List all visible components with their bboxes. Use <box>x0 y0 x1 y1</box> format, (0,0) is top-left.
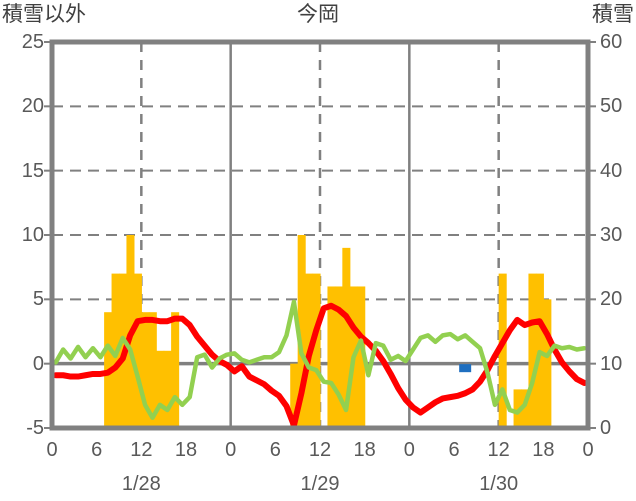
x-axis-tick-label: 6 <box>269 439 281 461</box>
bar <box>148 312 157 428</box>
bar <box>342 247 351 428</box>
x-axis-tick-label: 18 <box>532 439 555 461</box>
y-axis-tick-label-left: 5 <box>32 288 44 311</box>
y-axis-tick-label-right: 60 <box>600 31 623 53</box>
x-axis-day-label: 1/29 <box>300 473 340 495</box>
bar <box>357 286 366 428</box>
y-axis-tick-label-left: -5 <box>26 417 44 439</box>
right-axis-title: 積雪 <box>592 3 634 26</box>
bar <box>156 350 165 428</box>
y-axis-tick-label-right: 0 <box>600 417 612 439</box>
bar <box>133 273 142 428</box>
y-axis-tick-label-left: 25 <box>21 31 44 53</box>
y-axis-tick-label-left: 20 <box>21 95 44 118</box>
x-axis-tick-label: 6 <box>91 439 103 461</box>
bar <box>334 286 343 428</box>
y-axis-tick-label-right: 30 <box>600 224 623 246</box>
x-axis-tick-label: 6 <box>448 439 460 461</box>
bar <box>141 312 150 428</box>
y-axis-tick-label-left: 0 <box>32 352 44 375</box>
x-axis-tick-label: 0 <box>403 439 415 461</box>
left-axis-title: 積雪以外 <box>2 3 86 26</box>
y-axis-tick-label-right: 40 <box>600 159 623 182</box>
x-axis-tick-label: 12 <box>487 439 510 461</box>
bar <box>498 273 507 428</box>
x-axis-tick-label: 18 <box>174 439 198 461</box>
bar <box>513 389 522 428</box>
x-axis-tick-label: 12 <box>308 439 332 461</box>
y-axis-tick-label-right: 10 <box>600 352 623 375</box>
axis-tick-marks <box>44 41 596 429</box>
x-axis-tick-label: 12 <box>130 439 153 461</box>
bar <box>297 235 306 428</box>
x-axis-tick-label: 0 <box>46 439 58 461</box>
bar <box>163 350 172 428</box>
y-axis-tick-label-right: 50 <box>600 95 623 118</box>
bar <box>290 363 299 428</box>
scatter-marker <box>459 364 472 373</box>
bar <box>543 299 552 428</box>
y-axis-tick-label-right: 20 <box>600 288 623 311</box>
y-axis-tick-label-left: 10 <box>21 224 44 246</box>
x-axis-tick-label: 18 <box>353 439 376 461</box>
line-series-wind <box>53 299 587 420</box>
x-axis-day-label: 1/28 <box>121 473 161 495</box>
line-series-temperature <box>52 302 588 429</box>
bar <box>528 273 537 428</box>
x-axis-tick-label: 0 <box>582 439 594 461</box>
bar <box>312 273 321 428</box>
bar <box>521 389 530 428</box>
bar <box>171 312 180 428</box>
bar <box>327 286 336 428</box>
x-axis-tick-label: 0 <box>225 439 237 461</box>
y-axis-tick-label-left: 15 <box>21 159 44 182</box>
chart-title: 今岡 <box>297 3 339 26</box>
x-axis-day-label: 1/30 <box>479 473 519 495</box>
